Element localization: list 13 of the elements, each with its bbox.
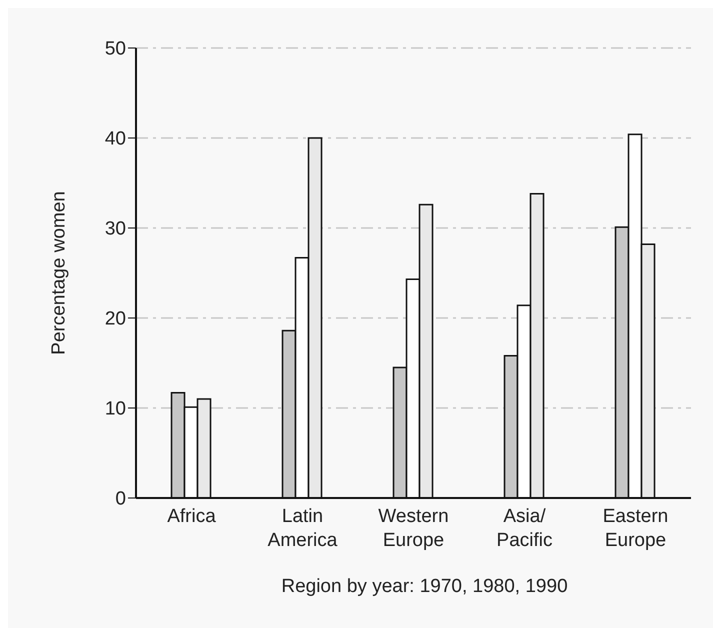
- x-tick-label: Western Europe: [378, 506, 449, 551]
- y-tick-label: 40: [104, 128, 126, 150]
- y-tick-label: 50: [104, 38, 126, 60]
- y-tick-label: 0: [115, 488, 126, 510]
- x-tick-label: Asia/Pacific: [496, 506, 552, 551]
- y-tick-label: 10: [104, 398, 126, 420]
- x-tick-label: Africa: [167, 506, 216, 527]
- y-axis-title: Percentage women: [48, 191, 70, 355]
- y-tick-label: 20: [104, 308, 126, 330]
- x-tick-label: Latin America: [268, 506, 338, 551]
- x-axis-title: Region by year: 1970, 1980, 1990: [280, 576, 569, 598]
- y-tick-label: 30: [104, 218, 126, 240]
- x-tick-label: Eastern Europe: [602, 506, 668, 551]
